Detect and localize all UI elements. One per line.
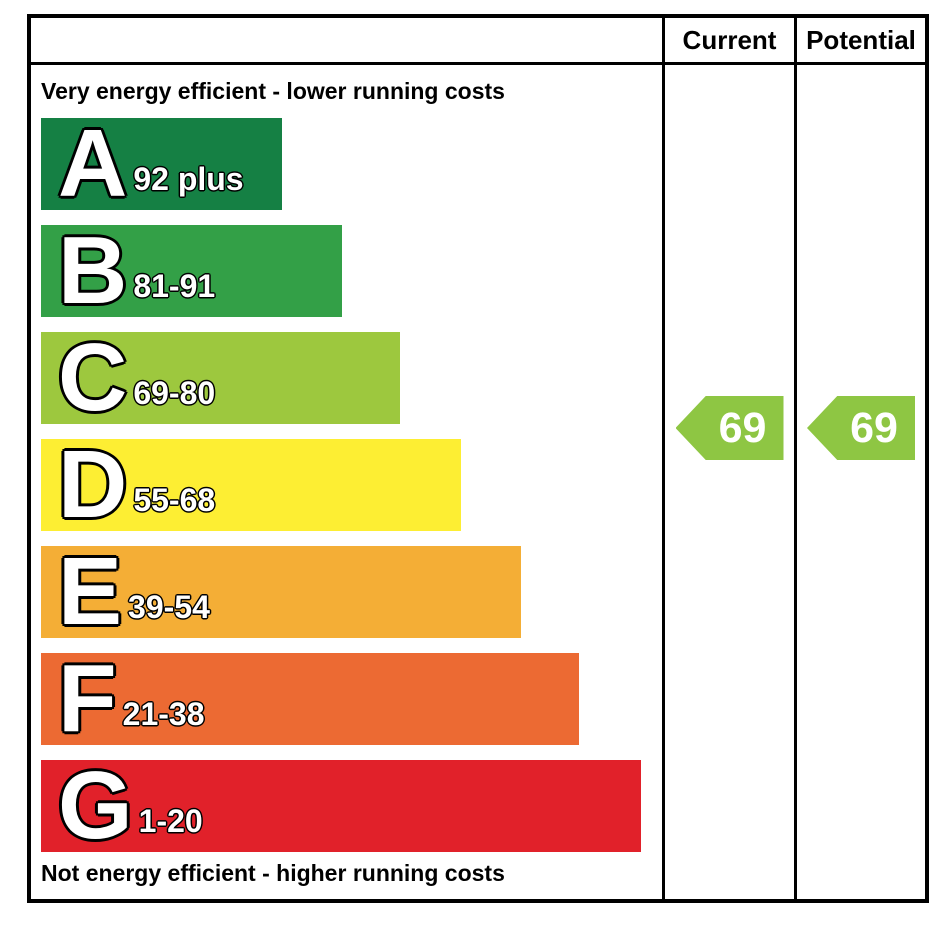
band-range-e: 39-54 <box>128 589 210 626</box>
rating-scale-cell: Very energy efficient - lower running co… <box>31 65 665 899</box>
epc-band-f: F 21-38 <box>41 645 579 752</box>
potential-rating-arrow: 69 <box>807 396 915 460</box>
epc-band-a: A 92 plus <box>41 110 282 217</box>
top-caption: Very energy efficient - lower running co… <box>41 78 505 104</box>
current-rating-arrow: 69 <box>675 396 784 460</box>
band-letter-a: A <box>58 110 128 217</box>
band-letter-c: C <box>58 324 128 431</box>
epc-band-d: D 55-68 <box>41 431 461 538</box>
band-letter-e: E <box>58 538 123 645</box>
header-potential-cell: Potential <box>797 18 925 62</box>
band-range-g: 1-20 <box>138 803 203 840</box>
current-rating-cell: 69 <box>665 65 797 899</box>
current-rating-value: 69 <box>718 403 767 452</box>
header-spacer-cell <box>31 18 665 62</box>
band-letter-d: D <box>58 431 128 538</box>
current-column-header: Current <box>682 24 777 55</box>
potential-column-header: Potential <box>806 24 916 55</box>
rating-bands: A 92 plus B 81-91 C 69-80 D 55-68 <box>41 110 641 867</box>
rating-table: Current Potential Very energy efficient … <box>27 14 929 903</box>
epc-band-e: E 39-54 <box>41 538 521 645</box>
potential-rating-cell: 69 <box>797 65 925 899</box>
band-range-c: 69-80 <box>133 375 216 412</box>
epc-band-g: G 1-20 <box>41 752 641 859</box>
epc-band-c: C 69-80 <box>41 324 400 431</box>
potential-rating-value: 69 <box>850 403 898 452</box>
bottom-caption: Not energy efficient - higher running co… <box>41 860 505 886</box>
band-letter-g: G <box>58 752 133 859</box>
table-body-row: Very energy efficient - lower running co… <box>31 65 925 899</box>
epc-band-b: B 81-91 <box>41 217 342 324</box>
band-range-d: 55-68 <box>133 482 216 519</box>
band-letter-b: B <box>58 217 128 324</box>
band-range-f: 21-38 <box>122 696 205 733</box>
band-range-a: 92 plus <box>133 161 244 198</box>
header-current-cell: Current <box>665 18 797 62</box>
band-range-b: 81-91 <box>133 268 216 305</box>
table-header-row: Current Potential <box>31 18 925 65</box>
band-letter-f: F <box>58 645 117 752</box>
